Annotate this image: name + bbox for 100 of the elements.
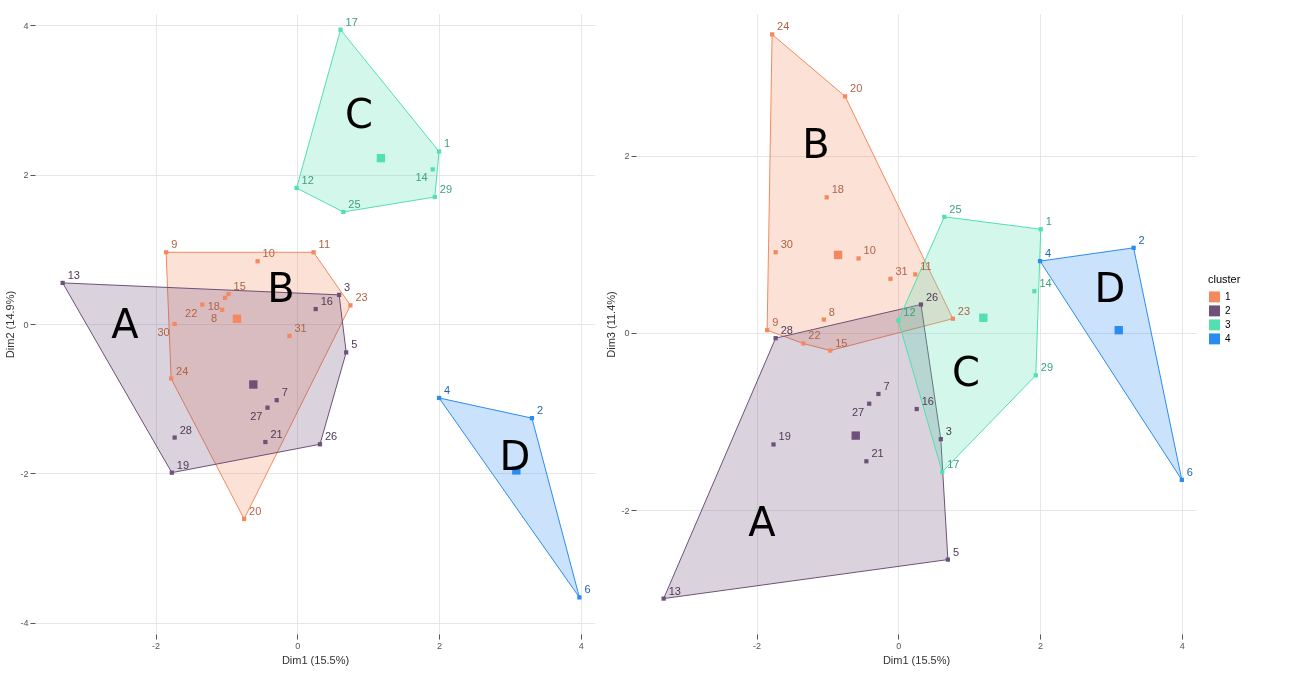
point bbox=[344, 350, 349, 355]
annotation: 4 bbox=[444, 383, 451, 396]
annotation: 11 bbox=[318, 238, 330, 251]
annotation: 13 bbox=[668, 584, 681, 597]
point bbox=[255, 259, 260, 264]
annotation: 7 bbox=[883, 379, 890, 392]
x-tick-label: 4 bbox=[578, 640, 584, 651]
annotation: 27 bbox=[851, 405, 865, 418]
point bbox=[226, 292, 231, 297]
y-tick-label: 0 bbox=[23, 319, 29, 330]
annotation: B bbox=[802, 121, 830, 167]
point bbox=[311, 250, 316, 255]
point bbox=[945, 557, 951, 562]
y-tick-label: 4 bbox=[23, 20, 29, 31]
y-tick-label: -2 bbox=[20, 468, 29, 479]
annotation: 31 bbox=[895, 264, 908, 277]
annotation: 23 bbox=[957, 304, 971, 317]
x-axis-title: Dim1 (15.5%) bbox=[882, 653, 951, 666]
annotation: 16 bbox=[320, 295, 333, 308]
annotation: 22 bbox=[808, 329, 821, 342]
annotation: 3 bbox=[344, 280, 351, 293]
annotation: 26 bbox=[324, 430, 338, 443]
annotation: 1 bbox=[1045, 215, 1052, 228]
annotation: 7 bbox=[281, 386, 288, 399]
point bbox=[801, 341, 806, 346]
annotation: B bbox=[267, 265, 295, 311]
annotation: 4 bbox=[1045, 247, 1052, 260]
annotation: 8 bbox=[828, 305, 835, 318]
annotation: 5 bbox=[351, 338, 358, 351]
x-axis-title: Dim1 (15.5%) bbox=[281, 653, 350, 666]
annotation: 25 bbox=[348, 197, 361, 210]
y-axis-title: Dim2 (14.9%) bbox=[4, 290, 17, 359]
annotation: 9 bbox=[772, 316, 779, 329]
point bbox=[771, 442, 776, 447]
x-tick-label: -2 bbox=[152, 640, 161, 651]
annotation: 28 bbox=[780, 324, 793, 337]
point bbox=[294, 185, 299, 191]
point bbox=[1131, 245, 1136, 250]
y-tick-label: -4 bbox=[20, 618, 29, 629]
point bbox=[876, 391, 881, 397]
x-tick-label: 0 bbox=[295, 640, 301, 651]
annotation: 5 bbox=[952, 545, 960, 558]
annotation: 19 bbox=[176, 458, 190, 471]
annotation: A bbox=[111, 301, 140, 347]
annotation: 3 bbox=[945, 425, 952, 438]
annotation: 18 bbox=[207, 299, 220, 312]
legend-label: 4 bbox=[1225, 332, 1231, 344]
annotation: 29 bbox=[439, 183, 453, 196]
annotation: 9 bbox=[171, 238, 178, 251]
annotation: D bbox=[499, 433, 531, 479]
annotation: 15 bbox=[233, 280, 246, 293]
annotation: 10 bbox=[863, 244, 876, 257]
y-tick-label: 2 bbox=[23, 170, 29, 181]
annotation: 25 bbox=[949, 202, 962, 215]
annotation: 30 bbox=[780, 238, 793, 251]
annotation: 24 bbox=[777, 20, 790, 33]
annotation: 18 bbox=[831, 183, 844, 196]
annotation: 27 bbox=[250, 409, 263, 422]
annotation: 14 bbox=[415, 171, 428, 184]
point bbox=[821, 317, 826, 322]
annotation: C bbox=[952, 349, 980, 395]
annotation: 23 bbox=[355, 291, 368, 304]
legend-label: 3 bbox=[1225, 318, 1231, 330]
point bbox=[200, 302, 205, 307]
point bbox=[265, 405, 270, 410]
y-tick-label: 0 bbox=[624, 328, 630, 339]
point bbox=[864, 459, 869, 464]
annotation: 15 bbox=[835, 336, 848, 349]
annotation: 12 bbox=[301, 174, 314, 187]
x-tick-label: 2 bbox=[1038, 640, 1044, 651]
legend-label: 1 bbox=[1225, 290, 1231, 302]
annotation: 6 bbox=[1186, 465, 1193, 478]
annotation: 13 bbox=[67, 268, 80, 281]
annotation: 20 bbox=[850, 82, 863, 95]
point bbox=[888, 276, 893, 281]
annotation: 20 bbox=[249, 504, 262, 517]
annotation: 26 bbox=[925, 290, 939, 303]
y-axis-title: Dim3 (11.4%) bbox=[605, 291, 618, 358]
annotation: 17 bbox=[345, 15, 358, 28]
point bbox=[172, 435, 177, 440]
point bbox=[1032, 289, 1037, 294]
annotation: 22 bbox=[185, 306, 198, 319]
annotation: 14 bbox=[1039, 277, 1052, 290]
point bbox=[661, 596, 666, 601]
y-tick-label: 2 bbox=[624, 151, 630, 162]
annotation: 12 bbox=[903, 306, 916, 319]
point bbox=[348, 303, 353, 308]
annotation: 24 bbox=[176, 364, 189, 377]
point bbox=[577, 595, 582, 600]
annotation: 1 bbox=[444, 137, 451, 150]
annotation: 8 bbox=[211, 311, 218, 324]
point bbox=[287, 333, 292, 339]
point bbox=[896, 318, 901, 323]
point bbox=[263, 439, 268, 445]
annotation: 21 bbox=[270, 428, 283, 441]
x-tick-label: -2 bbox=[753, 640, 762, 651]
annotation: 29 bbox=[1040, 361, 1054, 374]
x-tick-label: 2 bbox=[437, 640, 443, 651]
point bbox=[168, 376, 174, 381]
x-tick-label: 4 bbox=[1179, 640, 1185, 651]
